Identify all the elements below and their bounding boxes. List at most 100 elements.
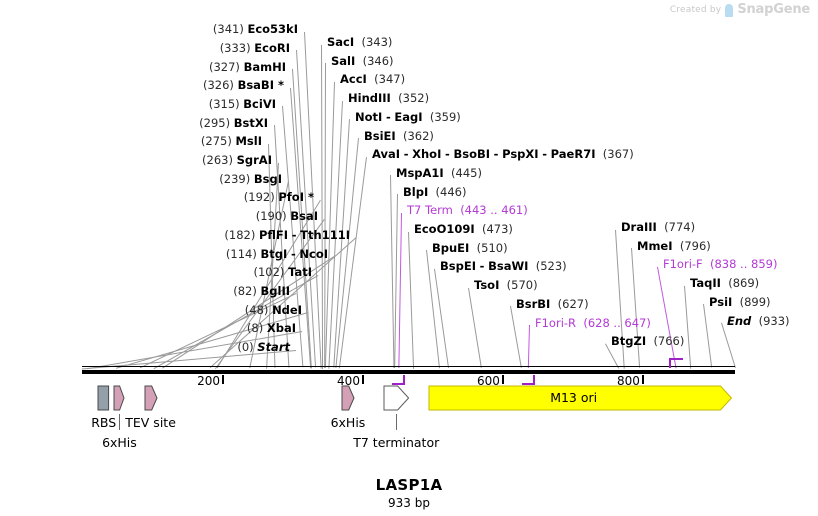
feature-tev-site[interactable] xyxy=(144,385,158,411)
leader-line xyxy=(721,322,736,368)
restriction-site-label[interactable]: (82) BglII xyxy=(233,285,290,297)
restriction-site-label[interactable]: (190) BsaI xyxy=(255,209,318,224)
restriction-site-label[interactable]: MmeI (796) xyxy=(637,238,711,253)
site-position: (326) xyxy=(202,78,234,93)
leader-line xyxy=(703,304,713,368)
feature-label: 6xHis xyxy=(330,415,366,430)
leader-line xyxy=(684,285,692,368)
site-position: (766) xyxy=(653,334,685,349)
restriction-site-label[interactable]: BpuEI (510) xyxy=(432,240,508,255)
restriction-site-label[interactable]: F1ori-R (628 .. 647) xyxy=(535,317,651,329)
feature-6xhis-2[interactable] xyxy=(341,385,355,411)
enzyme-name: EagI xyxy=(394,109,423,124)
restriction-site-label[interactable]: (275) MslI xyxy=(201,136,262,148)
restriction-site-label[interactable]: (315) BciVI xyxy=(209,98,276,110)
restriction-site-label[interactable]: AvaI - XhoI - BsoBI - PspXI - PaeR7I (36… xyxy=(372,147,634,162)
leader-line xyxy=(527,325,530,369)
restriction-site-label[interactable]: BspEI - BsaWI (523) xyxy=(440,259,567,274)
restriction-site-label[interactable]: SacI (343) xyxy=(327,36,392,48)
site-position: (838 .. 859) xyxy=(709,257,778,272)
primer-bracket[interactable] xyxy=(392,375,405,385)
page-subtitle: 933 bp xyxy=(388,496,430,510)
axis-tick-label: 400 xyxy=(337,374,360,388)
restriction-site-label[interactable]: (114) BtgI - NcoI xyxy=(225,246,328,261)
feature-label: 6xHis xyxy=(102,435,137,450)
feature-label: RBS xyxy=(91,415,117,430)
feature-leader-tick xyxy=(119,414,121,430)
name-separator: - xyxy=(493,147,499,162)
feature-t7-terminator[interactable] xyxy=(383,385,410,411)
site-position: (796) xyxy=(679,238,711,253)
restriction-site-label[interactable]: (295) BstXI xyxy=(199,115,268,130)
sequence-track[interactable]: 200 400 600 800 xyxy=(0,0,818,388)
restriction-site-label[interactable]: (341) Eco53kI xyxy=(213,23,298,35)
restriction-site-label[interactable]: (0) Start xyxy=(237,341,290,353)
restriction-site-label[interactable]: SalI (346) xyxy=(331,53,394,68)
restriction-site-label[interactable]: TaqII (869) xyxy=(690,276,760,291)
watermark-prefix: Created by xyxy=(669,4,722,15)
restriction-site-label[interactable]: (192) PfoI * xyxy=(243,190,314,205)
enzyme-name: AccI xyxy=(340,72,367,87)
restriction-site-label[interactable]: TsoI (570) xyxy=(474,279,538,291)
site-position: (192) xyxy=(243,190,275,205)
restriction-site-label[interactable]: AccI (347) xyxy=(340,72,406,87)
enzyme-name: BtgI xyxy=(260,246,288,261)
restriction-site-label[interactable]: (48) NdeI xyxy=(244,302,302,317)
site-position: (190) xyxy=(255,209,287,224)
restriction-site-label[interactable]: (263) SgrAI xyxy=(202,154,272,166)
enzyme-name: TatI xyxy=(288,265,312,280)
name-separator: - xyxy=(291,227,297,242)
site-position: (443 .. 461) xyxy=(460,203,528,218)
restriction-site-label[interactable]: BsrBI (627) xyxy=(516,296,589,311)
restriction-site-label[interactable]: BlpI (446) xyxy=(403,186,466,198)
enzyme-name: SalI xyxy=(331,53,356,68)
feature-rbs[interactable] xyxy=(97,385,110,411)
site-position: (473) xyxy=(481,222,513,236)
feature-m13-ori[interactable] xyxy=(428,385,733,411)
site-position: (295) xyxy=(199,115,231,130)
restriction-site-label[interactable]: F1ori-F (838 .. 859) xyxy=(663,257,778,272)
restriction-site-label[interactable]: (102) TatI xyxy=(254,265,313,280)
track-backbone[interactable] xyxy=(82,370,735,374)
site-position: (114) xyxy=(225,246,257,261)
track-thin-rule xyxy=(82,366,735,367)
site-position: (510) xyxy=(476,240,508,255)
enzyme-name: BsrBI xyxy=(516,296,551,311)
restriction-site-label[interactable]: EcoO109I (473) xyxy=(414,222,513,236)
restriction-site-label[interactable]: DraIII (774) xyxy=(621,221,695,233)
leader-line xyxy=(426,250,440,368)
restriction-site-label[interactable]: (182) PflFI - Tth111I xyxy=(224,227,350,242)
restriction-site-label[interactable]: MspA1I (445) xyxy=(396,165,482,180)
enzyme-name: BsiEI xyxy=(364,128,396,143)
primer-bracket[interactable] xyxy=(668,358,684,368)
restriction-site-label[interactable]: (327) BamHI xyxy=(209,59,286,74)
enzyme-name: TaqII xyxy=(690,276,721,291)
restriction-site-label[interactable]: BtgZI (766) xyxy=(611,334,685,349)
site-position: (48) xyxy=(244,302,269,317)
site-position: (445) xyxy=(451,165,482,180)
restriction-site-label[interactable]: NotI - EagI (359) xyxy=(355,109,461,124)
enzyme-name: BamHI xyxy=(243,59,286,74)
restriction-site-label[interactable]: (239) BsgI xyxy=(219,171,282,186)
restriction-site-label[interactable]: PsiI (899) xyxy=(709,296,771,308)
restriction-site-label[interactable]: BsiEI (362) xyxy=(364,128,434,143)
leader-line xyxy=(321,44,324,368)
site-position: (347) xyxy=(374,72,406,87)
restriction-site-label[interactable]: (326) BsaBI * xyxy=(202,78,284,93)
enzyme-name: EcoRI xyxy=(254,40,290,55)
restriction-site-label[interactable]: (333) EcoRI xyxy=(220,40,290,55)
feature-6xhis-1[interactable] xyxy=(113,385,126,411)
site-position: (239) xyxy=(219,171,251,186)
name-separator: - xyxy=(445,147,450,162)
restriction-site-label[interactable]: T7 Term (443 .. 461) xyxy=(407,203,528,218)
site-position: (523) xyxy=(535,259,567,274)
site-position: (869) xyxy=(728,276,760,291)
enzyme-name: NdeI xyxy=(272,302,302,317)
restriction-site-label[interactable]: End (933) xyxy=(727,315,790,327)
feature-shape xyxy=(383,385,410,411)
restriction-site-label[interactable]: HindIII (352) xyxy=(348,92,429,104)
enzyme-name: PfoI * xyxy=(278,190,314,205)
restriction-site-label[interactable]: (8) XbaI xyxy=(247,323,296,335)
primer-bracket[interactable] xyxy=(521,375,535,385)
snapgene-watermark: Created by SnapGene xyxy=(670,2,810,17)
